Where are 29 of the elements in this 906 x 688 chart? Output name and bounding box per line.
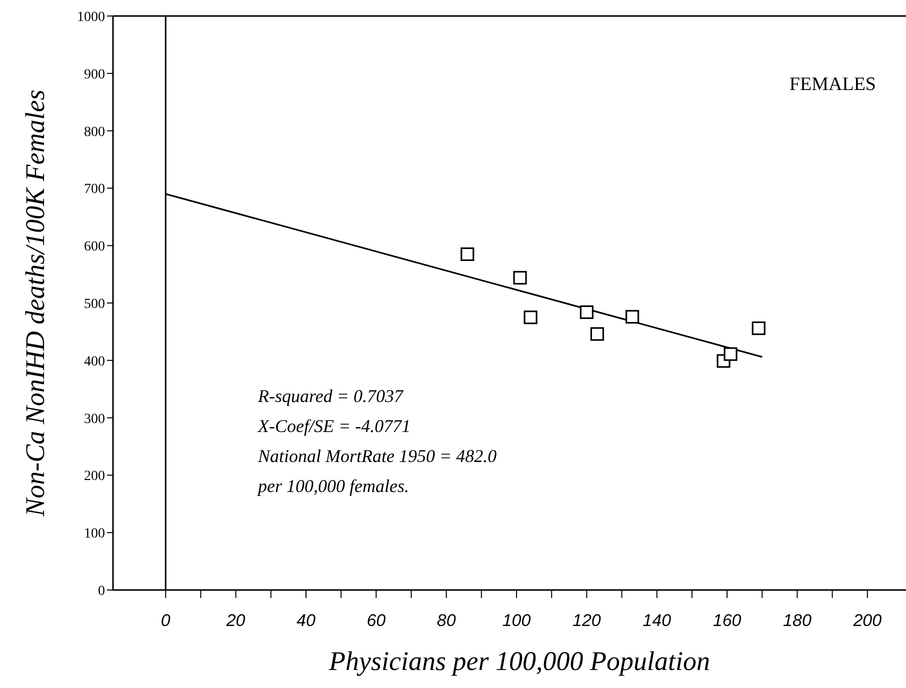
x-tick-label: 160 xyxy=(712,611,742,630)
y-tick-label: 1000 xyxy=(77,10,105,25)
x-tick-label: 100 xyxy=(502,611,532,630)
x-tick-label: 120 xyxy=(572,611,602,630)
y-tick-label: 400 xyxy=(84,354,105,370)
y-tick-label: 600 xyxy=(84,240,105,255)
y-tick-label: 200 xyxy=(84,469,105,484)
annotation: National MortRate 1950 = 482.0 xyxy=(257,446,497,466)
y-tick-label: 800 xyxy=(84,124,105,140)
x-tick-label: 60 xyxy=(366,611,386,630)
annotation: X-Coef/SE = -4.0771 xyxy=(257,416,411,436)
y-tick-label: 0 xyxy=(98,584,105,599)
x-tick-label: 40 xyxy=(296,611,316,630)
y-tick-label: 900 xyxy=(84,67,105,82)
x-tick-label: 200 xyxy=(852,611,882,630)
x-tick-label: 80 xyxy=(436,611,456,630)
y-tick-label: 500 xyxy=(84,296,105,312)
y-axis-title: Non-Ca NonIHD deaths/100K Females xyxy=(20,90,50,518)
y-tick-label: 100 xyxy=(84,526,105,542)
x-axis-title: Physicians per 100,000 Population xyxy=(328,646,710,676)
x-tick-label: 140 xyxy=(642,611,672,630)
y-tick-label: 300 xyxy=(84,412,105,427)
y-tick-label: 700 xyxy=(84,182,105,198)
x-tick-label: 20 xyxy=(225,611,246,630)
x-tick-label: 0 xyxy=(160,611,171,630)
annotation: per 100,000 females. xyxy=(256,476,409,496)
annotation: R-squared = 0.7037 xyxy=(257,386,404,406)
x-tick-label: 180 xyxy=(783,611,812,630)
annotation: FEMALES xyxy=(789,74,876,95)
